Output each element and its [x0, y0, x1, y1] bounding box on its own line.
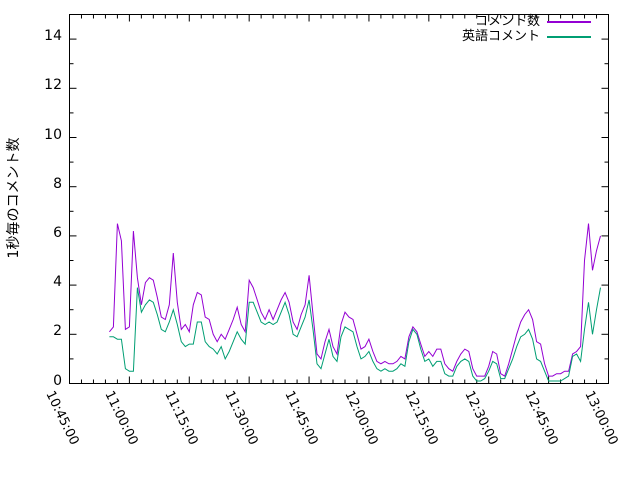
y-tick-label: 10 — [44, 126, 62, 143]
y-tick-label: 14 — [44, 28, 62, 45]
y-tick-label: 12 — [44, 77, 62, 94]
y-tick-label: 4 — [53, 274, 62, 291]
series-english-comments-line — [109, 287, 601, 382]
y-tick-label: 2 — [53, 323, 62, 340]
y-tick-label: 6 — [53, 224, 62, 241]
legend-line-sample-comment-count — [547, 21, 591, 23]
legend-item-comment-count: コメント数 — [462, 15, 591, 29]
legend-label-english-comments: 英語コメント — [461, 29, 540, 44]
y-tick-label: 0 — [53, 372, 62, 389]
plot-border — [69, 14, 609, 384]
y-tick-label: 8 — [53, 175, 62, 192]
series-comment-count-line — [109, 223, 601, 377]
legend: コメント数 英語コメント — [462, 15, 591, 44]
y-axis-label: 1秒毎のコメント数 — [6, 137, 22, 259]
legend-item-english-comments: 英語コメント — [462, 30, 591, 44]
legend-label-comment-count: コメント数 — [474, 14, 540, 29]
legend-line-sample-english-comments — [547, 36, 591, 38]
